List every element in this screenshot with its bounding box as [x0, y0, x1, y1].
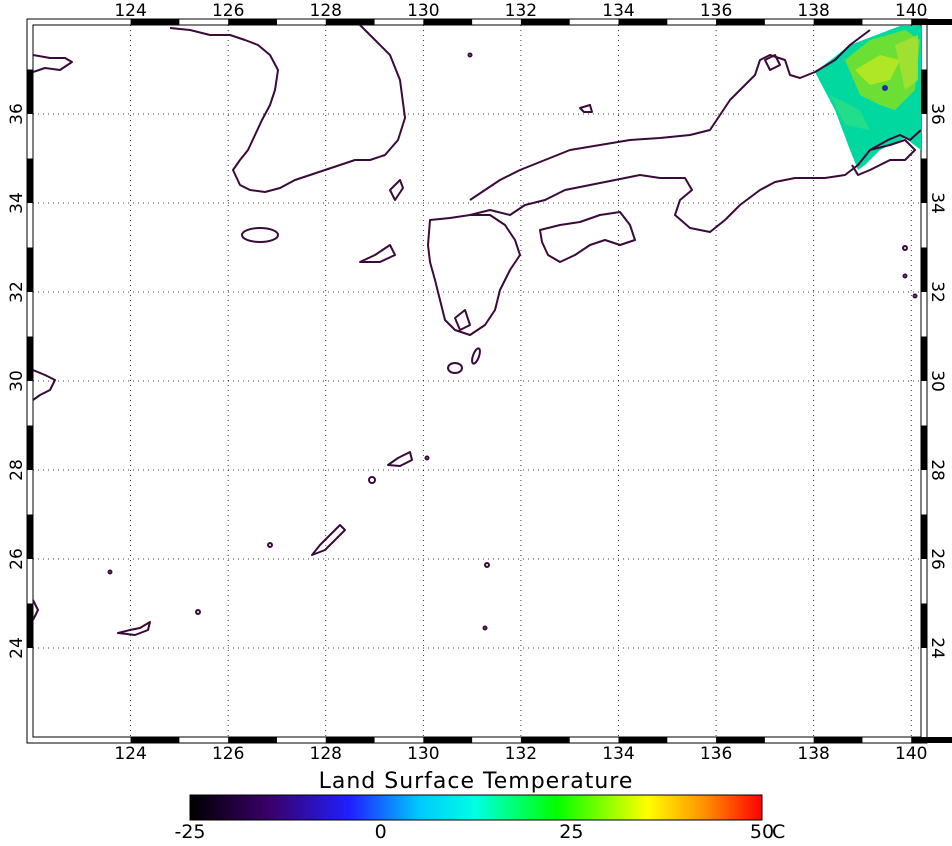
map-frame-inner — [32, 24, 922, 738]
frame-tick-bar — [813, 737, 863, 743]
frame-tick-bar — [911, 737, 952, 743]
latitude-labels-right: 24 26 28 30 32 34 36 — [927, 103, 947, 659]
lon-tick-label: 124 — [114, 744, 146, 764]
lon-tick-label: 130 — [407, 1, 439, 21]
frame-tick-bar — [921, 603, 927, 648]
colorbar — [189, 794, 763, 821]
lon-tick-label: 124 — [114, 1, 146, 21]
lat-tick-label: 34 — [7, 192, 27, 214]
lat-tick-label: 28 — [7, 459, 27, 481]
lat-tick-label: 32 — [927, 281, 947, 303]
frame-tick-bar — [813, 19, 863, 25]
frame-tick-bar — [228, 19, 277, 25]
lon-tick-label: 140 — [895, 1, 927, 21]
frame-tick-bar — [130, 737, 180, 743]
frame-tick-bar — [921, 425, 927, 470]
frame-tick-bar — [27, 158, 33, 203]
colorbar-unit: C — [772, 821, 785, 843]
frame-tick-bar — [27, 603, 33, 648]
frame-tick-bar — [520, 737, 570, 743]
frame-tick-bar — [921, 158, 927, 203]
frame-tick-bar — [27, 425, 33, 470]
lat-tick-label: 30 — [927, 370, 947, 392]
frame-tick-bar — [911, 19, 952, 25]
frame-tick-bar — [921, 336, 927, 381]
lat-tick-label: 26 — [927, 548, 947, 570]
lon-tick-label: 132 — [505, 744, 537, 764]
graticule — [33, 25, 921, 737]
frame-tick-bar — [921, 247, 927, 292]
colorbar-tick-label: -25 — [174, 821, 205, 843]
axis-tick-bars — [27, 19, 952, 743]
frame-tick-bar — [716, 19, 765, 25]
lon-tick-label: 136 — [700, 744, 732, 764]
colorbar-tick-label: 0 — [375, 821, 387, 843]
frame-tick-bar — [921, 69, 927, 114]
frame-tick-bar — [27, 69, 33, 114]
temperature-swath — [815, 26, 921, 170]
lat-tick-label: 32 — [7, 281, 27, 303]
longitude-labels-top: 124 126 128 130 132 134 136 138 140 — [114, 1, 927, 21]
lat-tick-label: 36 — [927, 103, 947, 125]
lat-tick-label: 28 — [927, 459, 947, 481]
lon-tick-label: 128 — [310, 1, 342, 21]
longitude-labels-bottom: 124 126 128 130 132 134 136 138 140 — [114, 744, 927, 764]
lon-tick-label: 126 — [212, 1, 244, 21]
frame-tick-bar — [423, 19, 473, 25]
frame-tick-bar — [130, 19, 180, 25]
frame-tick-bar — [228, 737, 277, 743]
frame-tick-bar — [618, 737, 668, 743]
frame-tick-bar — [27, 514, 33, 559]
lon-tick-label: 128 — [310, 744, 342, 764]
lat-tick-label: 24 — [7, 637, 27, 659]
lon-tick-label: 134 — [602, 1, 634, 21]
frame-tick-bar — [921, 514, 927, 559]
colorbar-tick-label: 50 — [750, 821, 774, 843]
frame-tick-bar — [325, 737, 375, 743]
lat-tick-label: 34 — [927, 192, 947, 214]
lon-tick-label: 138 — [797, 1, 829, 21]
frame-tick-bar — [716, 737, 765, 743]
lon-tick-label: 134 — [602, 744, 634, 764]
lon-tick-label: 126 — [212, 744, 244, 764]
colorbar-tick-label: 25 — [559, 821, 583, 843]
frame-tick-bar — [27, 336, 33, 381]
frame-tick-bar — [618, 19, 668, 25]
lon-tick-label: 140 — [895, 744, 927, 764]
lat-tick-label: 36 — [7, 103, 27, 125]
map-title: Land Surface Temperature — [319, 769, 634, 794]
lon-tick-label: 136 — [700, 1, 732, 21]
frame-tick-bar — [325, 19, 375, 25]
colorbar-tick-labels: -25 0 25 50 — [174, 821, 774, 843]
frame-tick-bar — [423, 737, 473, 743]
coastlines — [33, 25, 921, 636]
lon-tick-label: 138 — [797, 744, 829, 764]
lon-tick-label: 130 — [407, 744, 439, 764]
lat-tick-label: 26 — [7, 548, 27, 570]
lat-tick-label: 30 — [7, 370, 27, 392]
frame-tick-bar — [520, 19, 570, 25]
latitude-labels-left: 24 26 28 30 32 34 36 — [7, 103, 27, 659]
frame-tick-bar — [27, 247, 33, 292]
lat-tick-label: 24 — [927, 637, 947, 659]
lon-tick-label: 132 — [505, 1, 537, 21]
